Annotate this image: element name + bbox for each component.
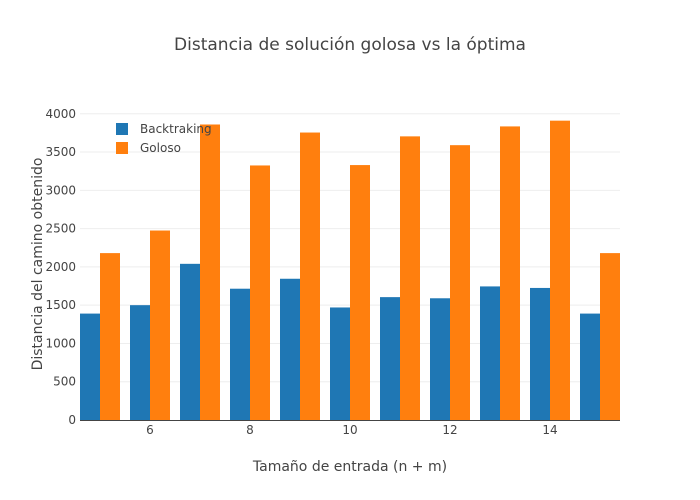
bar-goloso-9[interactable] [300, 132, 320, 420]
bar-backtraking-14[interactable] [530, 287, 550, 420]
bar-backtraking-13[interactable] [480, 286, 500, 420]
y-tick-label: 2500 [45, 222, 76, 236]
legend-swatch-backtraking[interactable] [116, 123, 128, 135]
bar-goloso-11[interactable] [400, 136, 420, 420]
y-axis-label: Distancia del camino obtenido [30, 158, 46, 371]
bar-backtraking-9[interactable] [280, 278, 300, 420]
bar-goloso-5[interactable] [100, 253, 120, 420]
legend-label-goloso[interactable]: Goloso [140, 141, 181, 155]
legend[interactable]: Backtraking Goloso [116, 122, 212, 155]
x-axis-label: Tamaño de entrada (n + m) [252, 459, 447, 475]
y-tick-label: 0 [68, 413, 76, 427]
y-tick-label: 500 [53, 375, 76, 389]
bar-backtraking-8[interactable] [230, 288, 250, 420]
bar-backtraking-6[interactable] [130, 305, 150, 420]
bar-backtraking-12[interactable] [430, 298, 450, 420]
y-tick-labels: 0 500 1000 1500 2000 2500 3000 3500 4000 [45, 107, 76, 427]
bar-backtraking-10[interactable] [330, 307, 350, 420]
bar-goloso-12[interactable] [450, 145, 470, 420]
y-tick-label: 4000 [45, 107, 76, 121]
bar-goloso-7[interactable] [200, 124, 220, 420]
bar-backtraking-5[interactable] [80, 313, 100, 420]
bar-backtraking-15[interactable] [580, 313, 600, 420]
x-tick-label: 14 [542, 423, 557, 437]
bar-backtraking-11[interactable] [380, 297, 400, 420]
bar-goloso-10[interactable] [350, 165, 370, 420]
bar-goloso-6[interactable] [150, 230, 170, 420]
bar-goloso-14[interactable] [550, 120, 570, 420]
y-tick-label: 3500 [45, 145, 76, 159]
legend-swatch-goloso[interactable] [116, 142, 128, 154]
chart-title: Distancia de solución golosa vs la óptim… [174, 35, 526, 55]
legend-label-backtraking[interactable]: Backtraking [140, 122, 212, 136]
x-tick-labels: 6 8 10 12 14 [146, 423, 557, 437]
x-tick-label: 12 [442, 423, 457, 437]
x-tick-label: 10 [342, 423, 357, 437]
bar-goloso-8[interactable] [250, 165, 270, 420]
bar-backtraking-7[interactable] [180, 263, 200, 420]
y-tick-label: 2000 [45, 260, 76, 274]
bar-goloso-13[interactable] [500, 126, 520, 420]
y-tick-label: 1000 [45, 336, 76, 350]
y-tick-label: 1500 [45, 298, 76, 312]
x-tick-label: 8 [246, 423, 254, 437]
x-tick-label: 6 [146, 423, 154, 437]
bar-goloso-15[interactable] [600, 253, 620, 420]
bars [80, 120, 620, 420]
y-tick-label: 3000 [45, 183, 76, 197]
